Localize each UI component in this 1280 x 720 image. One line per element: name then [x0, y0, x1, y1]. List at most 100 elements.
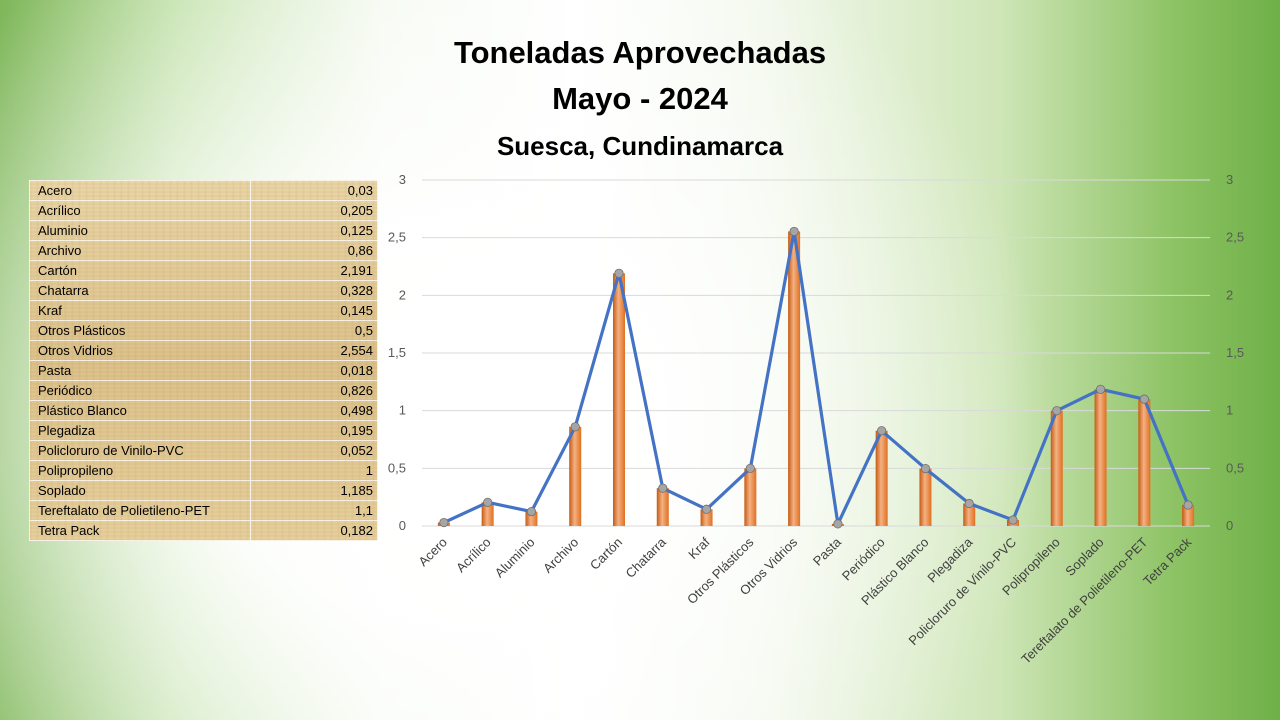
- bar: [525, 511, 538, 526]
- line-series: [443, 229, 1190, 526]
- bar: [788, 231, 801, 526]
- x-tick-label: Chatarra: [623, 534, 670, 581]
- chart-title-line-1: Toneladas Aprovechadas: [453, 35, 827, 70]
- x-tick-label: Kraf: [685, 534, 713, 562]
- y-tick-label-right: 0,5: [1226, 460, 1244, 475]
- data-point: [1008, 515, 1018, 525]
- x-tick-label: Acero: [415, 535, 450, 570]
- table-row: Archivo 0,86: [28, 240, 378, 261]
- table-cell-tons: 1: [250, 460, 378, 481]
- line-markers: [439, 226, 1193, 529]
- bar: [919, 468, 932, 526]
- data-point: [439, 517, 449, 528]
- table-cell-tons: 0,86: [250, 240, 378, 261]
- table-row: Acrílico 0,205: [28, 200, 378, 221]
- table-cell-tons: 1,1: [250, 500, 378, 521]
- series-line: [443, 229, 1190, 526]
- table-cell-material: Otros Plásticos: [28, 320, 252, 341]
- data-point: [1183, 500, 1193, 510]
- data-point: [701, 504, 712, 514]
- bar: [963, 503, 976, 526]
- table-cell-tons: 0,195: [250, 420, 378, 441]
- table-cell-material: Archivo: [28, 240, 252, 261]
- table-cell-tons: 0,182: [250, 520, 378, 541]
- y-tick-label-right: 3: [1226, 172, 1233, 187]
- table-row: Aluminio 0,125: [28, 220, 378, 241]
- x-tick-label: Soplado: [1062, 535, 1106, 579]
- y-tick-label-right: 1: [1226, 403, 1233, 418]
- table-cell-material: Chatarra: [28, 280, 252, 301]
- chart-subtitle: Suesca, Cundinamarca: [496, 131, 784, 161]
- table-cell-tons: 2,191: [250, 260, 378, 281]
- table-row: Pasta 0,018: [28, 360, 378, 381]
- data-point: [483, 497, 493, 507]
- x-tick-label: Acrílico: [453, 535, 494, 576]
- x-tick-label: Aluminio: [492, 535, 538, 581]
- data-point: [745, 463, 755, 473]
- data-point: [1139, 394, 1149, 404]
- bar-series: [437, 231, 1195, 526]
- bar: [744, 468, 757, 526]
- data-point: [877, 426, 887, 436]
- table-cell-tons: 0,03: [250, 180, 378, 201]
- table-cell-material: Aluminio: [28, 220, 252, 241]
- table-row: Otros Vidrios 2,554: [28, 340, 378, 361]
- table-row: Soplado 1,185: [28, 480, 378, 501]
- chart-title-line-2: Mayo - 2024: [552, 81, 728, 116]
- data-point: [1052, 406, 1062, 416]
- y-tick-label-left: 2,5: [388, 230, 406, 245]
- table-cell-tons: 0,125: [250, 220, 378, 241]
- data-point: [789, 226, 799, 237]
- table-cell-tons: 0,052: [250, 440, 378, 461]
- table-cell-material: Pasta: [28, 360, 252, 381]
- table-cell-tons: 1,185: [250, 480, 378, 501]
- table-cell-material: Tereftalato de Polietileno-PET: [28, 500, 252, 521]
- bar: [1138, 399, 1151, 526]
- y-tick-label-left: 3: [399, 172, 406, 187]
- table-row: Tereftalato de Polietileno-PET 1,1: [28, 500, 378, 521]
- table-cell-material: Acero: [28, 180, 252, 201]
- table-row: Polipropileno 1: [28, 460, 378, 481]
- data-point: [658, 483, 668, 493]
- y-tick-label-left: 1,5: [388, 345, 406, 360]
- table-cell-material: Kraf: [28, 300, 252, 321]
- y-tick-label-left: 2: [399, 287, 406, 302]
- table-cell-tons: 0,145: [250, 300, 378, 321]
- x-tick-label: Cartón: [587, 535, 625, 573]
- bar: [656, 488, 669, 526]
- y-tick-label-right: 2: [1226, 287, 1233, 302]
- table-cell-material: Policloruro de Vinilo-PVC: [28, 440, 252, 461]
- chart-title-block: Toneladas Aprovechadas Mayo - 2024 Suesc…: [340, 30, 940, 168]
- table-cell-tons: 2,554: [250, 340, 378, 361]
- data-point: [964, 498, 974, 509]
- table-cell-material: Otros Vidrios: [28, 340, 252, 361]
- table-row: Tetra Pack 0,182: [28, 520, 378, 541]
- table-cell-tons: 0,5: [250, 320, 378, 341]
- table-cell-material: Polipropileno: [28, 460, 252, 481]
- table-cell-material: Plegadiza: [28, 420, 252, 441]
- bar: [481, 502, 494, 526]
- table-cell-material: Cartón: [28, 260, 252, 281]
- x-tick-label: Tetra Pack: [1140, 534, 1194, 588]
- data-point: [614, 268, 624, 278]
- x-tick-label: Archivo: [540, 535, 581, 576]
- table-cell-tons: 0,328: [250, 280, 378, 301]
- data-point: [526, 506, 537, 517]
- table-row: Acero 0,03: [28, 180, 378, 201]
- table-cell-tons: 0,018: [250, 360, 378, 381]
- table-row: Plegadiza 0,195: [28, 420, 378, 441]
- data-point: [570, 422, 580, 432]
- y-tick-label-left: 1: [399, 403, 406, 418]
- data-point: [920, 463, 931, 474]
- table-cell-tons: 0,205: [250, 200, 378, 221]
- bar: [569, 426, 582, 526]
- bar: [1094, 389, 1107, 526]
- table-row: Periódico 0,826: [28, 380, 378, 401]
- bar: [1182, 505, 1195, 526]
- table-row: Policloruro de Vinilo-PVC 0,052: [28, 440, 378, 461]
- y-tick-label-right: 1,5: [1226, 345, 1244, 360]
- y-tick-label-left: 0,5: [388, 460, 406, 475]
- table-row: Otros Plásticos 0,5: [28, 320, 378, 341]
